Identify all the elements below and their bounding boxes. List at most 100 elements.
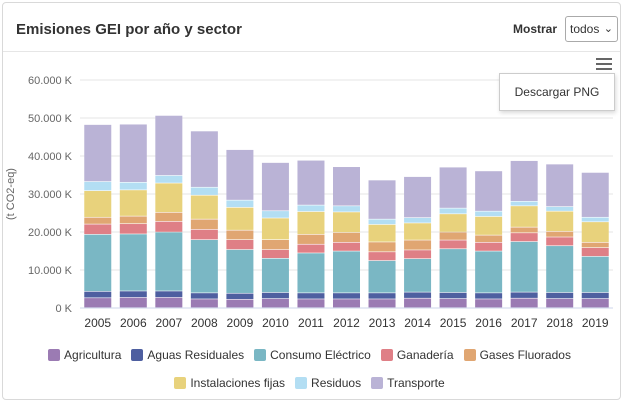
bar-segment (119, 190, 147, 216)
bar-segment (439, 249, 467, 293)
bar-segment (368, 219, 396, 225)
bar-segment (190, 219, 218, 230)
bar-segment (368, 299, 396, 308)
sector-select-value: todos (570, 22, 600, 36)
bar-segment (226, 239, 254, 250)
legend-item[interactable]: Residuos (295, 376, 361, 390)
legend-swatch (131, 349, 144, 361)
legend-item[interactable]: Ganadería (380, 348, 454, 362)
bar-segment (404, 250, 432, 259)
x-tick-label: 2005 (84, 316, 111, 330)
bar-segment (475, 171, 503, 211)
bar-segment (475, 293, 503, 299)
x-tick-label: 2019 (582, 316, 609, 330)
sector-select[interactable]: todos ⌄ (565, 16, 618, 42)
download-png-menu-item[interactable]: Descargar PNG (499, 73, 615, 111)
bar-segment (475, 235, 503, 243)
bar-segment (510, 241, 538, 292)
y-tick-label: 0 K (55, 303, 72, 315)
legend-item[interactable]: Instalaciones fijas (174, 376, 285, 390)
bar-segment (546, 231, 574, 237)
x-tick-label: 2011 (298, 316, 324, 330)
bar-segment (84, 217, 112, 224)
legend-item[interactable]: Agricultura (48, 348, 121, 362)
x-tick-label: 2016 (475, 316, 502, 330)
legend-swatch (48, 349, 61, 361)
bar-segment (475, 299, 503, 308)
bar-segment (261, 211, 289, 218)
bar-segment (190, 195, 218, 219)
bar-segment (261, 218, 289, 240)
bar-segment (332, 242, 361, 251)
bar-segment (84, 224, 112, 235)
bar-segment (368, 242, 396, 252)
legend-label: Transporte (387, 376, 445, 390)
bar-segment (155, 115, 183, 176)
bar-segment (297, 234, 325, 244)
bar-segment (404, 223, 432, 240)
bar-segment (226, 249, 254, 293)
legend-row: Agricultura Aguas Residuales Consumo Eléct… (0, 348, 619, 362)
x-tick-label: 2013 (369, 316, 396, 330)
bar-segment (510, 292, 538, 298)
bar-segment (332, 167, 361, 206)
x-tick-label: 2006 (120, 316, 147, 330)
bar-segment (84, 124, 112, 182)
bar-segment (510, 160, 538, 201)
bar-segment (119, 291, 147, 298)
bar-segment (439, 292, 467, 299)
y-tick-label: 50.000 K (28, 113, 73, 125)
bar-segment (368, 293, 396, 299)
x-tick-label: 2017 (511, 316, 538, 330)
bar-segment (119, 124, 147, 182)
bar-segment (439, 298, 467, 308)
legend-label: Gases Fluorados (479, 348, 571, 362)
bar-segment (155, 297, 183, 308)
bar-segment (261, 298, 289, 308)
bar-segment (510, 233, 538, 242)
bar-segment (368, 260, 396, 293)
bar-segment (510, 298, 538, 308)
bar-segment (261, 258, 289, 293)
legend-label: Ganadería (396, 348, 454, 362)
bar-segment (439, 240, 467, 249)
bar-segment (439, 232, 467, 240)
legend-item[interactable]: Aguas Residuales (131, 348, 244, 362)
bar-segment (84, 234, 112, 292)
bar-segment (297, 293, 325, 299)
y-tick-label: 30.000 K (28, 189, 73, 201)
bar-segment (581, 242, 609, 248)
bar-segment (261, 292, 289, 299)
bar-segment (581, 222, 609, 243)
chevron-down-icon: ⌄ (603, 23, 613, 35)
legend-item[interactable]: Gases Fluorados (463, 348, 571, 362)
legend-swatch (380, 349, 393, 361)
bar-segment (475, 211, 503, 217)
bar-segment (332, 251, 361, 293)
bar-segment (261, 239, 289, 250)
bar-segment (546, 298, 574, 308)
bar-segment (297, 160, 325, 205)
bar-segment (332, 293, 361, 299)
bar-segment (119, 216, 147, 224)
bar-segment (119, 297, 147, 308)
legend-swatch (371, 377, 384, 389)
legend-item[interactable]: Transporte (371, 376, 445, 390)
bar-segment (581, 256, 609, 293)
hamburger-menu-icon[interactable] (596, 58, 612, 72)
bar-segment (475, 251, 503, 293)
x-tick-label: 2015 (440, 316, 467, 330)
x-tick-label: 2007 (155, 316, 182, 330)
bar-segment (190, 299, 218, 308)
legend-item[interactable]: Consumo Eléctrico (254, 348, 371, 362)
bar-segment (297, 253, 325, 293)
bar-segment (439, 208, 467, 214)
bar-segment (190, 239, 218, 293)
bar-segment (297, 299, 325, 308)
x-tick-label: 2009 (227, 316, 254, 330)
bar-segment (155, 291, 183, 298)
bar-segment (84, 291, 112, 298)
bar-segment (84, 190, 112, 217)
bar-segment (332, 206, 361, 212)
legend-label: Consumo Eléctrico (270, 348, 371, 362)
